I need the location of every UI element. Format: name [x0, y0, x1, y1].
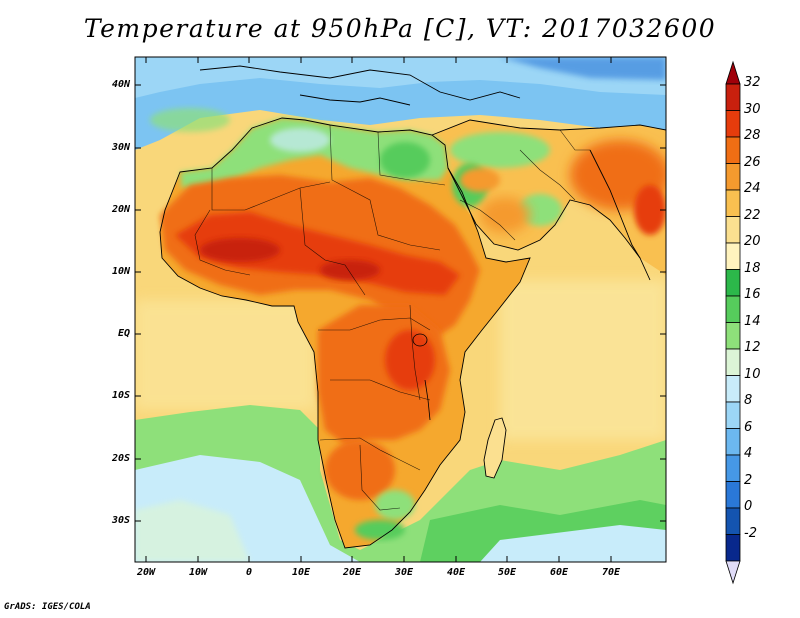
southern-africa-warm	[325, 440, 395, 500]
colorbar-swatch	[725, 375, 741, 403]
colorbar-swatch	[725, 401, 741, 429]
colorbar-label: 2	[744, 472, 753, 488]
northern-pale-band	[135, 57, 666, 98]
colorbar-swatch	[725, 534, 741, 562]
chart-title: Temperature at 950hPa [C], VT: 201703260…	[83, 14, 717, 43]
colorbar-label: 12	[744, 340, 761, 355]
colorbar-label: 22	[744, 207, 761, 223]
colorbar-top-arrow	[725, 60, 741, 85]
colorbar-label: 30	[744, 101, 761, 117]
lon-label-10w: 10W	[188, 567, 208, 578]
lat-label-20n: 20N	[111, 204, 130, 215]
colorbar-swatch	[725, 189, 741, 217]
colorbar-label: 32	[744, 75, 761, 90]
north-africa-green	[180, 118, 448, 188]
colorbar-swatch	[725, 481, 741, 509]
cold-patch-north	[500, 57, 666, 80]
colorbar-swatch	[725, 348, 741, 376]
lon-label-60e: 60E	[549, 567, 569, 578]
colorbar-swatch	[725, 83, 741, 111]
lon-label-10e: 10E	[291, 567, 311, 578]
lat-label-10n: 10N	[111, 266, 130, 277]
lake-victoria	[412, 333, 428, 347]
colorbar-label: 8	[744, 393, 753, 408]
colorbar-swatch	[725, 454, 741, 482]
lat-label-40n: 40N	[111, 79, 130, 90]
colorbar-swatch	[725, 428, 741, 456]
lat-label-eq: EQ	[117, 328, 130, 339]
colorbar	[725, 60, 741, 585]
colorbar-label: 0	[744, 499, 753, 514]
indian-ocean-warm	[500, 280, 666, 440]
axis-ticks	[135, 57, 666, 562]
colorbar-label: 4	[744, 446, 753, 461]
colorbar-label: 26	[744, 154, 761, 170]
atlantic-warm	[135, 300, 315, 410]
colorbar-swatch	[725, 295, 741, 323]
colorbar-label: 24	[744, 181, 761, 196]
lat-label-20s: 20S	[111, 453, 130, 464]
lat-label-30n: 30N	[111, 142, 130, 153]
lon-label-0: 0	[245, 567, 253, 578]
colorbar-label: 18	[744, 260, 761, 276]
map-plot-area	[135, 57, 666, 562]
colorbar-swatch	[725, 216, 741, 244]
colorbar-label: -2	[744, 525, 757, 541]
colorbar-bottom-arrow	[725, 560, 741, 585]
lon-label-30e: 30E	[394, 567, 414, 578]
colorbar-swatch	[725, 163, 741, 191]
sahel-hot-core	[175, 212, 460, 295]
lon-label-20e: 20E	[342, 567, 362, 578]
lon-label-70e: 70E	[601, 567, 621, 578]
colorbar-label: 28	[744, 128, 761, 143]
colorbar-swatch	[725, 136, 741, 164]
footer-credit: GrADS: IGES/COLA	[4, 602, 91, 612]
lat-label-30s: 30S	[111, 515, 130, 526]
map-frame	[134, 56, 667, 563]
colorbar-label: 20	[744, 234, 761, 249]
colorbar-label: 16	[744, 287, 761, 302]
country-borders	[194, 124, 590, 511]
colorbar-swatch	[725, 110, 741, 138]
lon-label-40e: 40E	[446, 567, 466, 578]
colorbar-swatch	[725, 242, 741, 270]
colorbar-swatch	[725, 322, 741, 350]
lon-label-20w: 20W	[136, 567, 156, 578]
colorbar-label: 10	[744, 366, 761, 382]
south-indian-cool	[480, 525, 666, 562]
colorbar-swatch	[725, 269, 741, 297]
colorbar-label: 14	[744, 313, 761, 329]
lake-tanganyika	[424, 379, 431, 421]
colorbar-label: 6	[744, 419, 753, 435]
lat-label-10s: 10S	[111, 390, 130, 401]
colorbar-swatch	[725, 507, 741, 535]
lon-label-50e: 50E	[497, 567, 517, 578]
